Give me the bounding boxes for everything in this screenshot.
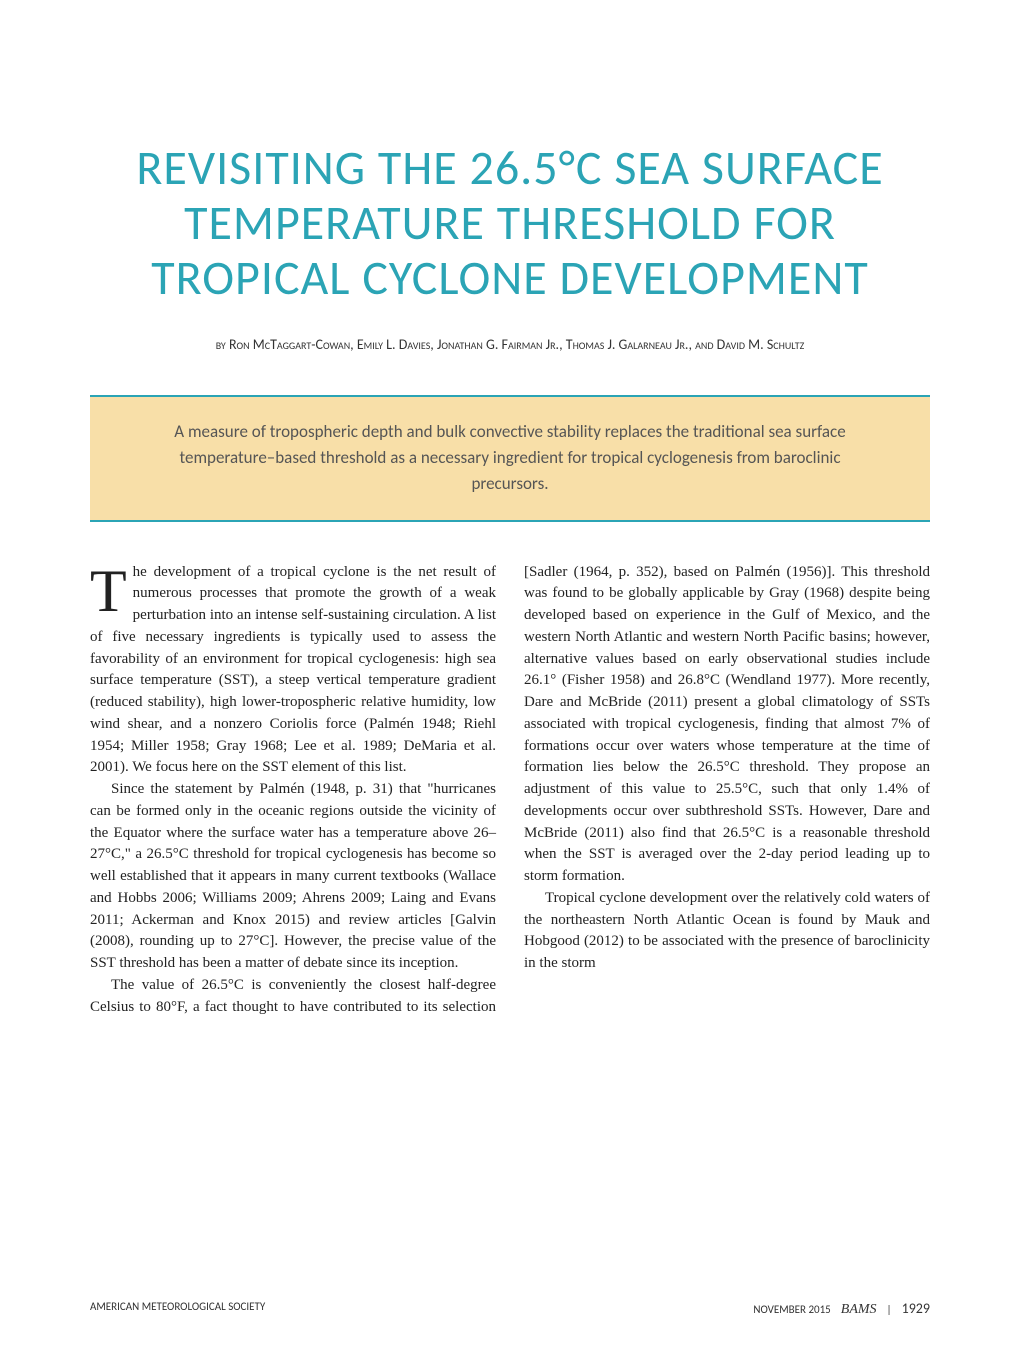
page-footer: AMERICAN METEOROLOGICAL SOCIETY NOVEMBER… — [90, 1300, 930, 1318]
footer-left: AMERICAN METEOROLOGICAL SOCIETY — [90, 1300, 265, 1318]
body-columns: The development of a tropical cyclone is… — [90, 562, 930, 1019]
abstract-text: A measure of tropospheric depth and bulk… — [174, 421, 845, 495]
paragraph-4: Tropical cyclone development over the re… — [524, 888, 930, 975]
paragraph-1: The development of a tropical cyclone is… — [90, 562, 496, 780]
footer-date: NOVEMBER 2015 — [753, 1303, 830, 1316]
p1-text: he development of a tropical cyclone is … — [90, 564, 496, 776]
abstract-box: A measure of tropospheric depth and bulk… — [90, 395, 930, 522]
footer-page-number: 1929 — [902, 1300, 930, 1317]
article-title: REVISITING THE 26.5°C SEA SURFACE TEMPER… — [90, 140, 930, 306]
footer-right: NOVEMBER 2015 BAMS | 1929 — [753, 1300, 930, 1318]
dropcap: T — [90, 562, 133, 617]
footer-separator: | — [887, 1303, 892, 1316]
byline-prefix: by — [216, 336, 226, 353]
authors: Ron McTaggart-Cowan, Emily L. Davies, Jo… — [229, 336, 804, 353]
byline: by Ron McTaggart-Cowan, Emily L. Davies,… — [90, 334, 930, 355]
footer-journal: BAMS — [841, 1302, 877, 1318]
paragraph-2: Since the statement by Palmén (1948, p. … — [90, 779, 496, 975]
